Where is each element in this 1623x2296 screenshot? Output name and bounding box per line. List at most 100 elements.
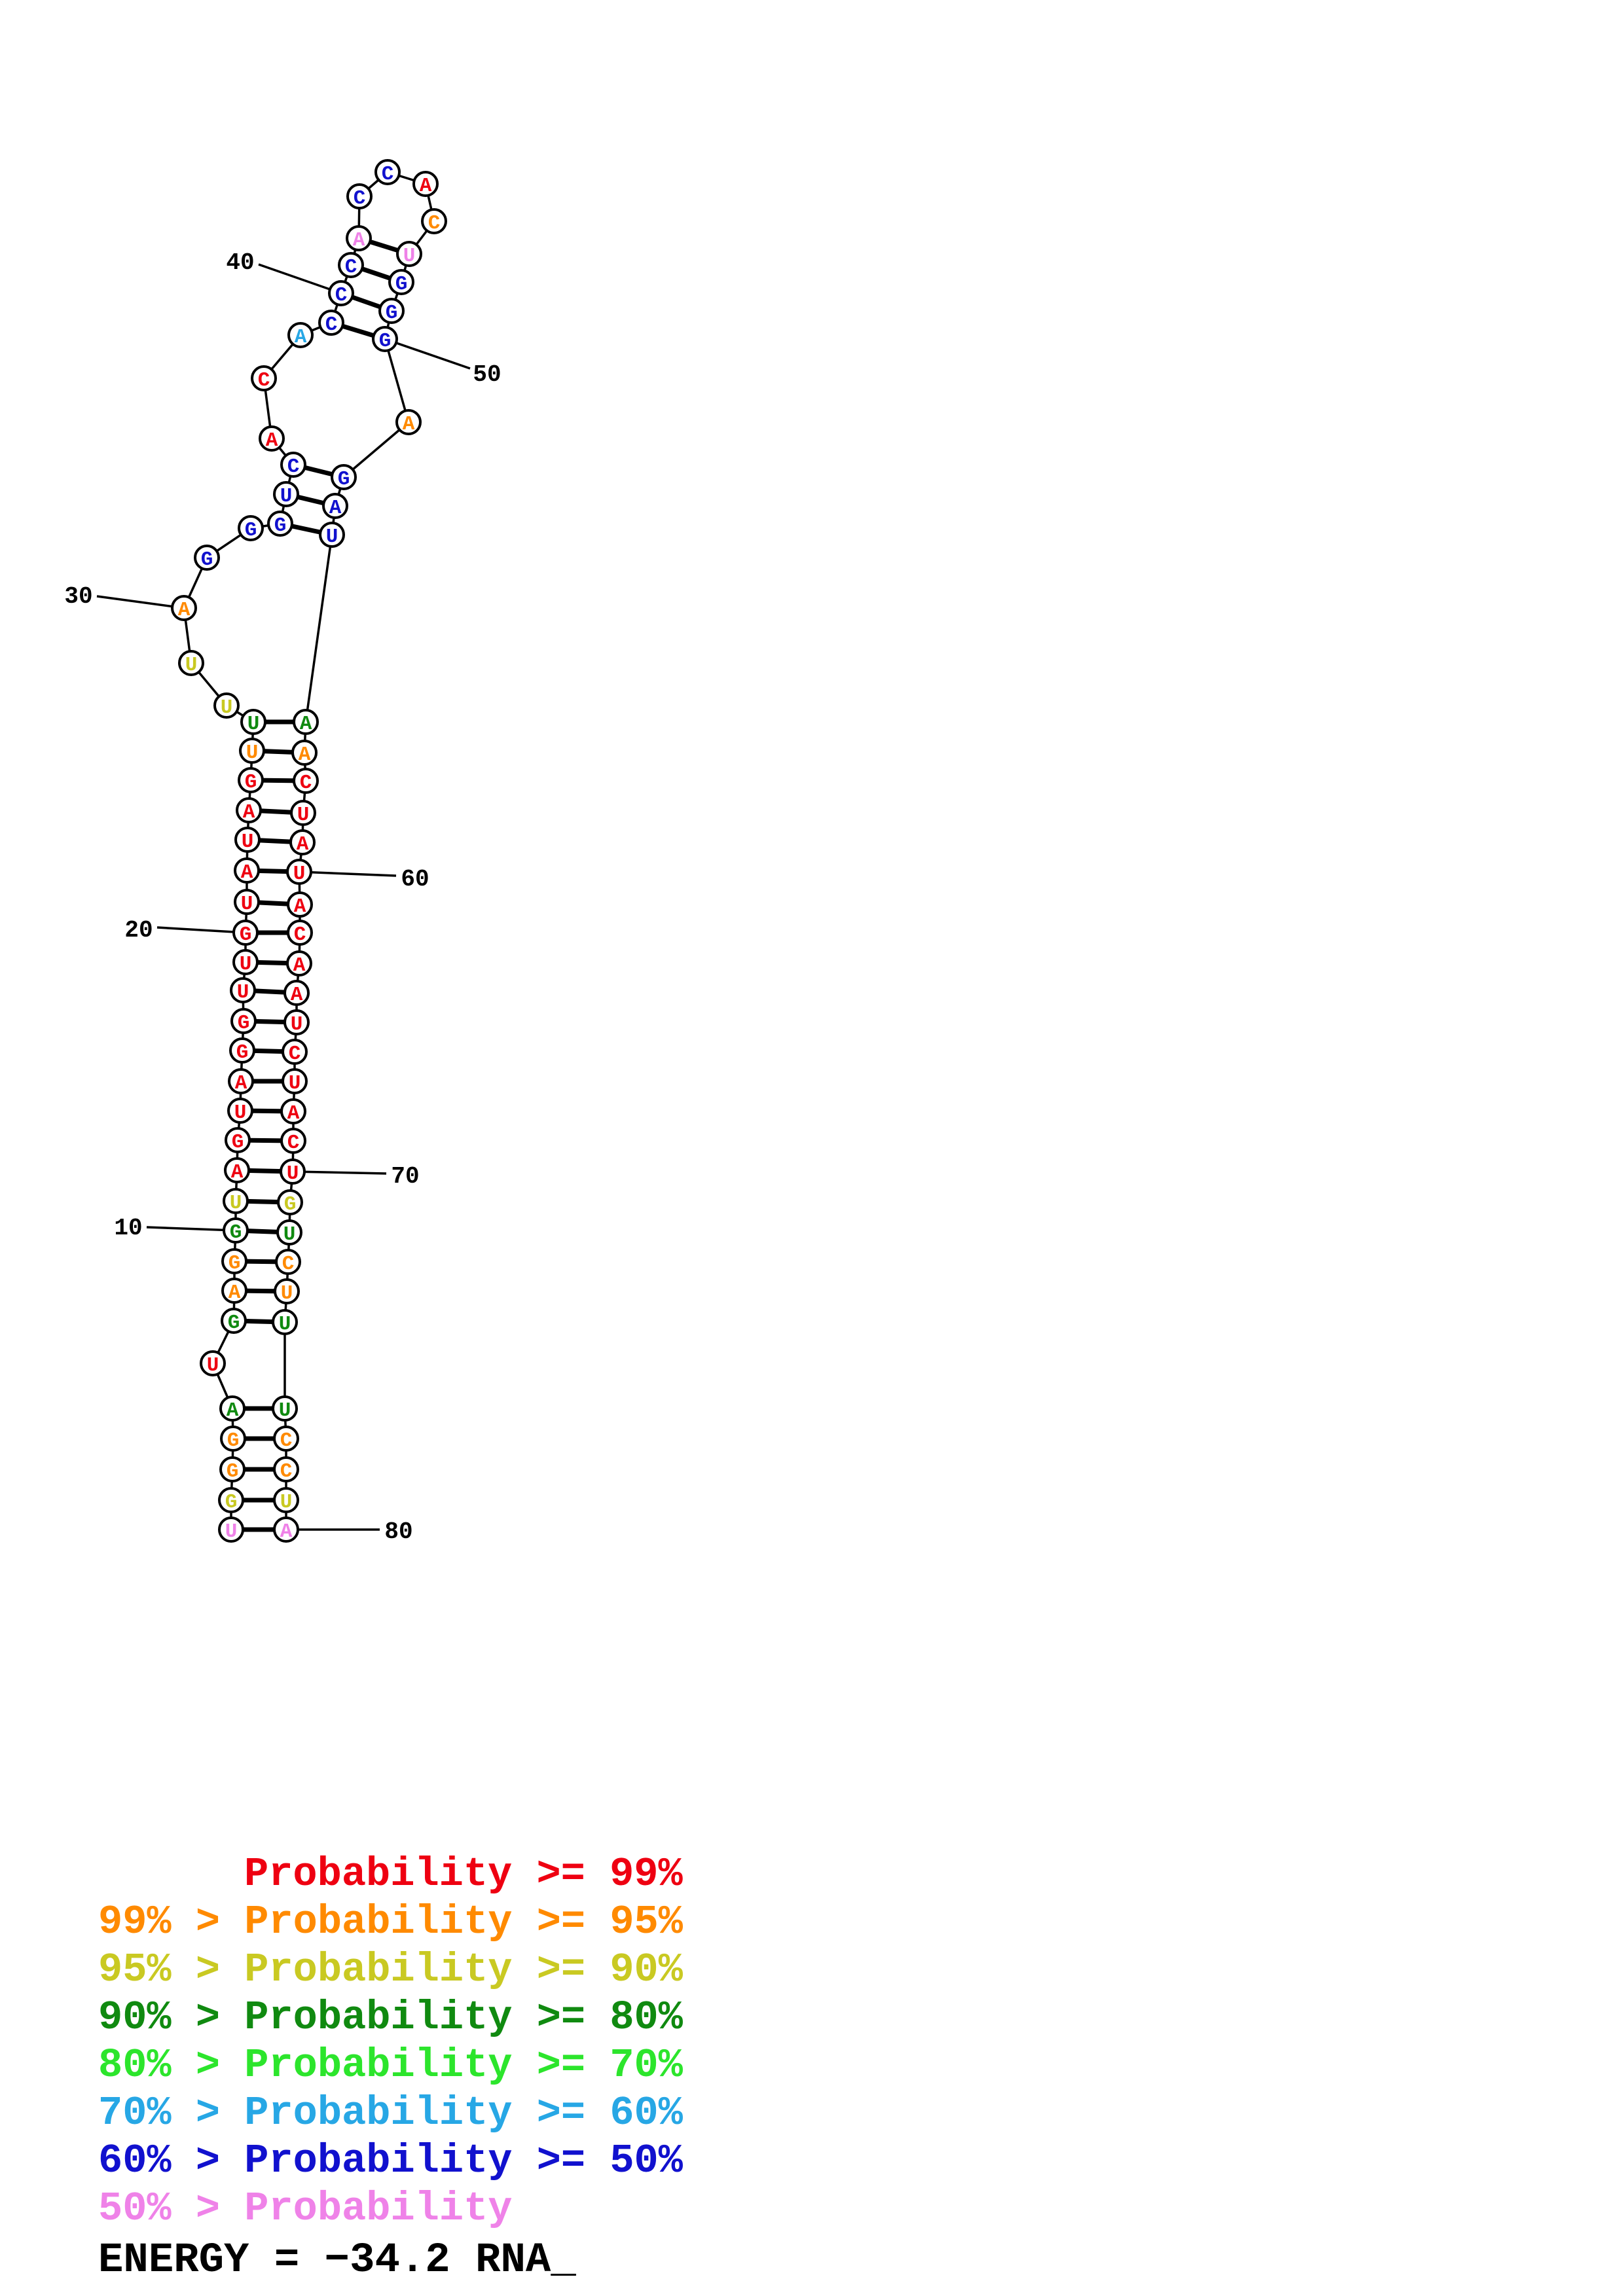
nucleotide-70-U: U	[280, 1158, 306, 1185]
nucleotide-65-U: U	[283, 1009, 310, 1036]
tick-line-layer	[96, 263, 471, 1531]
nucleotide-circle	[412, 171, 439, 197]
nucleotide-circle	[276, 1219, 302, 1246]
nucleotide-base: G	[386, 302, 398, 325]
nucleotide-base: G	[230, 1221, 242, 1244]
nucleotide-base: U	[279, 1313, 291, 1336]
nucleotide-50-G: G	[372, 326, 398, 353]
nucleotide-base: U	[283, 1223, 296, 1246]
nucleotide-base: U	[185, 654, 198, 677]
backbone-segment	[304, 534, 333, 723]
nucleotide-34-U: U	[273, 481, 299, 508]
nucleotide-base: U	[280, 1491, 293, 1514]
backbone-segment	[384, 338, 410, 423]
nucleotide-circle	[238, 515, 264, 541]
nucleotide-base: U	[241, 893, 253, 916]
nucleotide-circle	[221, 1278, 247, 1304]
nucleotide-base: C	[289, 1043, 301, 1066]
nucleotide-base: G	[245, 771, 257, 794]
base-pair-bond-layer	[231, 236, 410, 1532]
nucleotide-base: U	[293, 863, 306, 886]
nucleotide-circle	[218, 1516, 244, 1543]
nucleotide-circle	[178, 650, 204, 676]
nucleotide-circle	[275, 1249, 301, 1275]
probability-legend: Probability >= 99% 99% > Probability >= …	[98, 1851, 684, 2232]
nucleotide-base: G	[236, 1041, 249, 1064]
nucleotide-12-A: A	[224, 1157, 250, 1184]
nucleotide-51-A: A	[395, 409, 422, 436]
nucleotide-32-G: G	[238, 515, 264, 542]
nucleotide-42-A: A	[346, 225, 372, 252]
nucleotide-base: A	[329, 497, 342, 520]
nucleotide-base: C	[258, 369, 270, 392]
nucleotide-circle	[289, 829, 316, 855]
nucleotide-55-A: A	[293, 709, 319, 736]
nucleotide-circle	[230, 977, 256, 1003]
nucleotide-base: U	[230, 1192, 242, 1215]
nucleotide-26-U: U	[239, 738, 265, 764]
nucleotide-circle	[291, 740, 318, 766]
position-tick-label: 50	[473, 361, 501, 388]
nucleotide-7-G: G	[221, 1308, 247, 1335]
nucleotide-57-C: C	[293, 768, 319, 795]
nucleotide-circle	[221, 1248, 247, 1274]
nucleotide-circle	[272, 1309, 298, 1335]
nucleotide-circle	[220, 1426, 246, 1452]
nucleotide-base: C	[287, 1132, 300, 1155]
nucleotide-circle	[283, 980, 310, 1006]
position-tick-label: 30	[64, 583, 92, 610]
nucleotide-base: G	[227, 1460, 239, 1483]
nucleotide-base: A	[241, 861, 253, 884]
nucleotide-base: A	[243, 801, 255, 824]
nucleotide-circle	[238, 767, 264, 793]
nucleotide-25-G: G	[238, 767, 264, 794]
nucleotide-base: A	[178, 599, 191, 622]
nucleotide-18-U: U	[230, 977, 256, 1004]
position-tick-label: 40	[226, 249, 254, 276]
nucleotide-circle	[223, 1217, 249, 1244]
nucleotide-base: U	[326, 526, 338, 548]
nucleotide-35-C: C	[280, 452, 306, 478]
position-tick-line	[96, 595, 185, 609]
legend-row-90-95: 95% > Probability >= 90%	[98, 1946, 684, 1993]
nucleotide-base: A	[294, 895, 306, 918]
legend-row-ge99: Probability >= 99%	[244, 1851, 684, 1897]
nucleotide-base: U	[280, 485, 293, 508]
nucleotide-circle	[218, 1487, 244, 1513]
nucleotide-base: U	[207, 1354, 219, 1377]
nucleotide-21-U: U	[234, 889, 260, 916]
nucleotide-78-C: C	[273, 1456, 299, 1483]
nucleotide-circle	[240, 709, 266, 735]
nucleotide-base: G	[379, 330, 392, 353]
nucleotide-circle	[346, 225, 372, 251]
nucleotide-73-C: C	[275, 1249, 301, 1276]
nucleotide-68-A: A	[280, 1098, 306, 1125]
nucleotide-11-U: U	[223, 1188, 249, 1215]
nucleotide-66-C: C	[282, 1039, 308, 1066]
nucleotide-base: A	[287, 1102, 300, 1125]
nucleotide-49-G: G	[378, 298, 405, 325]
nucleotide-20-G: G	[232, 920, 259, 946]
nucleotide-24-A: A	[236, 797, 262, 824]
nucleotide-14-U: U	[227, 1098, 253, 1124]
nucleotide-base: C	[287, 456, 300, 478]
nucleotide-base: G	[238, 1012, 250, 1035]
nucleotide-base: U	[287, 1162, 299, 1185]
nucleotide-29-U: U	[178, 650, 204, 677]
nucleotide-39-C: C	[318, 310, 344, 336]
nucleotide-circle	[372, 326, 398, 352]
nucleotide-41-C: C	[338, 252, 364, 279]
nucleotide-59-A: A	[289, 829, 316, 856]
nucleotide-circle	[421, 208, 447, 234]
nucleotide-base: U	[281, 1282, 293, 1305]
nucleotide-base: G	[228, 1252, 241, 1275]
nucleotide-base: C	[354, 187, 366, 210]
nucleotide-13-G: G	[225, 1127, 251, 1154]
position-tick-line	[299, 870, 397, 877]
nucleotide-40-C: C	[328, 280, 354, 307]
nucleotide-base: C	[280, 1460, 293, 1483]
nucleotide-circle	[322, 493, 348, 519]
nucleotide-circle	[232, 949, 259, 975]
nucleotide-circle	[228, 1068, 254, 1094]
